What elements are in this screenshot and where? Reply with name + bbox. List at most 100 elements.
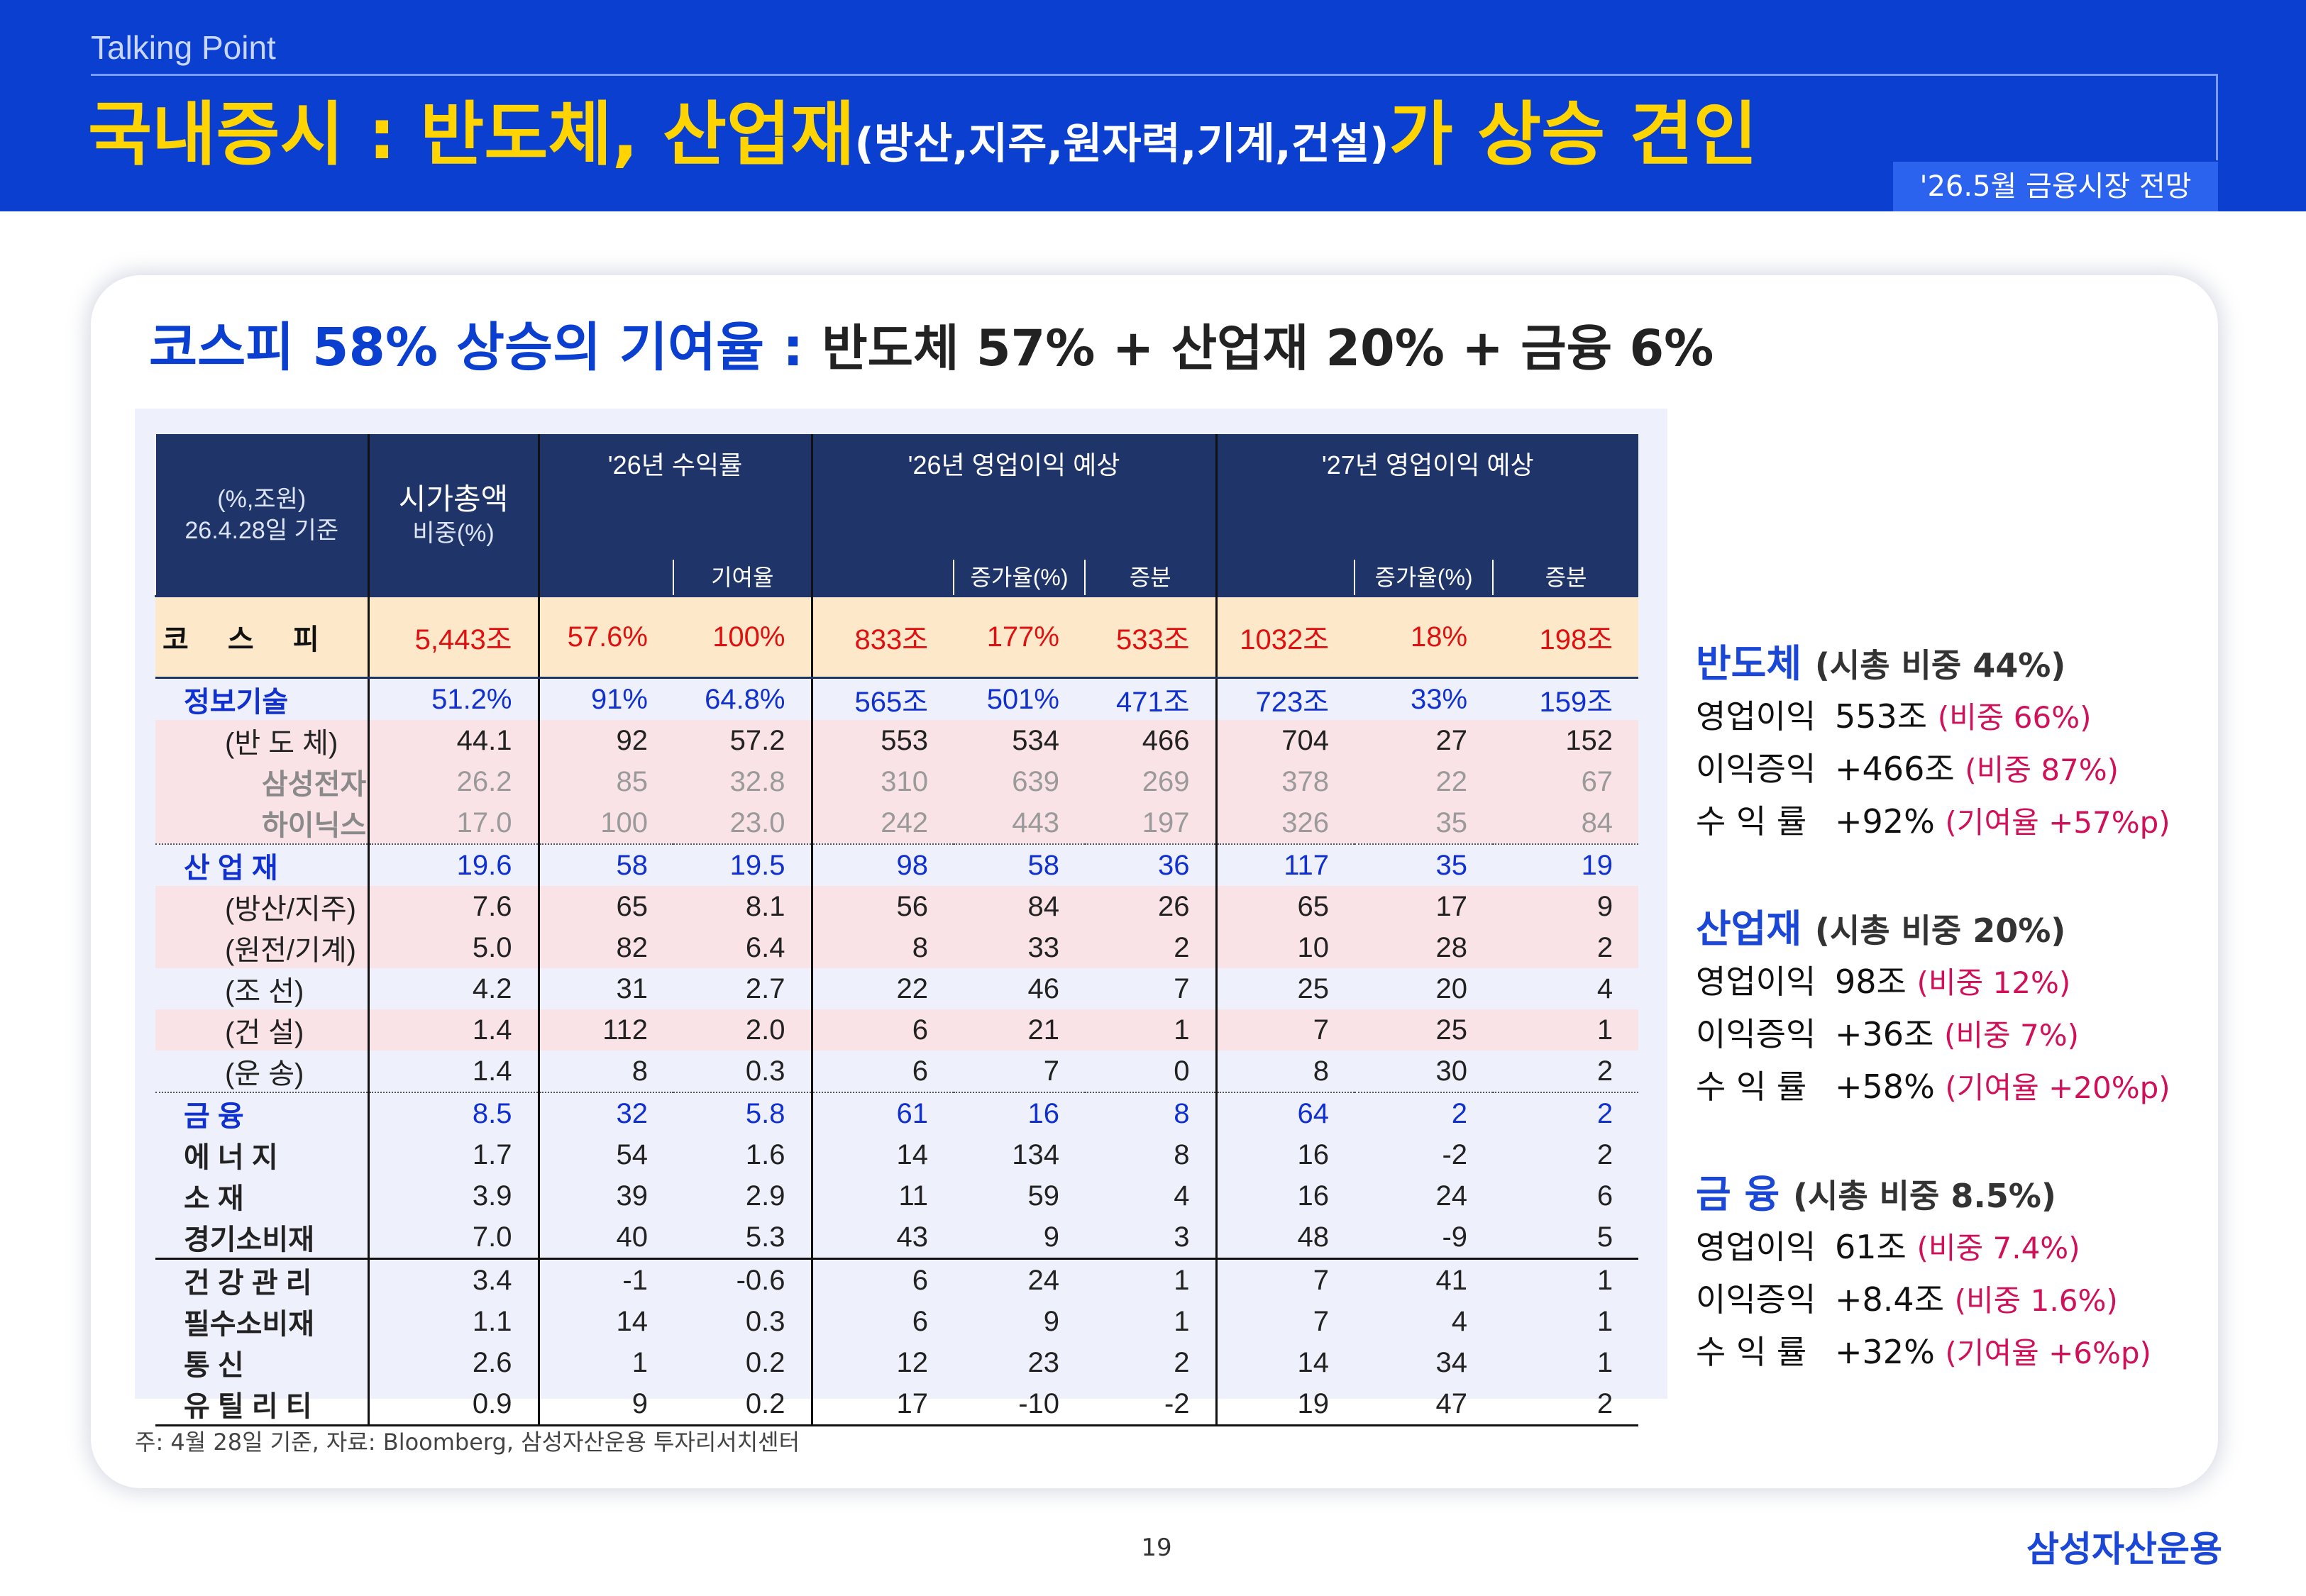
- summary-value: +32%: [1835, 1333, 1935, 1371]
- growth26-cell: 23: [1027, 1346, 1060, 1378]
- op27-cell: 65: [1216, 886, 1355, 927]
- op26-cell: 553: [812, 720, 954, 761]
- delta26-cell: 471조: [1085, 677, 1218, 720]
- delta26-cell: 1: [1085, 1258, 1218, 1301]
- delta27-cell: 2: [1596, 1055, 1613, 1087]
- summary-note: (비중 1.6%): [1954, 1283, 2118, 1318]
- contrib-cell: 0.2: [673, 1342, 813, 1383]
- contrib-cell: 6.4: [673, 927, 813, 968]
- growth26-cell: 9: [1043, 1305, 1059, 1337]
- op27-header: '27년 영업이익 예상: [1215, 434, 1639, 560]
- summary-line: 수 익 률 +92% (기여율 +57%p): [1696, 796, 2249, 848]
- mcap-cell: 44.1: [367, 720, 540, 761]
- contrib-cell: 19.5: [673, 843, 813, 886]
- summary-heading: 산업재 (시총 비중 20%): [1696, 904, 2249, 956]
- op26-cell: 17: [812, 1383, 954, 1426]
- summary-note: (비중 87%): [1965, 753, 2119, 787]
- summary-value: 98조: [1835, 963, 1907, 1001]
- summary-value: 61조: [1835, 1228, 1907, 1266]
- table-row: 하이닉스 17.0 100 23.0 242 443 197 326 35 84: [155, 802, 1639, 844]
- title-tail: 가 상승 견인: [1389, 94, 1758, 175]
- summary-title: 금 융: [1696, 1172, 1780, 1217]
- op27-cell: 64: [1216, 1092, 1355, 1134]
- summary-share: (시총 비중 8.5%): [1792, 1177, 2056, 1215]
- table-row: 건 강 관 리 3.4 -1 -0.6 6 24 1 7 41 1: [155, 1258, 1639, 1301]
- table-row: 경기소비재 7.0 40 5.3 43 9 3 48 -9 5: [155, 1217, 1638, 1259]
- contrib-cell: 5.8: [673, 1092, 813, 1134]
- mcap-cell: 4.2: [367, 968, 540, 1009]
- growth26-header: 증가율(%): [953, 560, 1085, 597]
- row-label: (방산/지주): [155, 886, 370, 927]
- row-label: 건 강 관 리: [155, 1258, 370, 1301]
- contrib-cell: -0.6: [673, 1258, 813, 1301]
- op27-cell: 704: [1216, 720, 1355, 761]
- op27-cell: 16: [1297, 1138, 1330, 1170]
- unit-header: (%,조원) 26.4.28일 기준: [155, 434, 368, 597]
- delta27-cell: 2: [1596, 1138, 1613, 1170]
- delta26-cell: 466: [1085, 720, 1218, 761]
- mcap-cell: 2.6: [367, 1342, 540, 1383]
- return-header-label: '26년 수익률: [607, 450, 743, 480]
- op27-cell: 117: [1216, 843, 1355, 886]
- delta27-cell: 1: [1596, 1305, 1613, 1337]
- op27-cell: 378: [1216, 761, 1355, 802]
- row-label: 금 융: [155, 1092, 370, 1134]
- summary-line: 영업이익 553조 (비중 66%): [1696, 691, 2249, 743]
- mcap-cell: 3.9: [367, 1175, 540, 1217]
- delta27-cell: 198조: [1493, 595, 1639, 679]
- op27-cell: 8: [1313, 1055, 1330, 1087]
- table-row: 유 틸 리 티 0.9 9 0.2 17 -10 -2 19 47 2: [155, 1383, 1639, 1426]
- op26-cell: 833조: [812, 595, 954, 679]
- return-cell: 54: [616, 1138, 649, 1170]
- mcap-cell: 7.0: [367, 1217, 540, 1259]
- delta26-cell: 8: [1085, 1092, 1218, 1134]
- summary-note: (비중 66%): [1937, 700, 2092, 735]
- row-label: (원전/기계): [155, 927, 370, 968]
- kospi-total-row: 코 스 피 5,443조 57.6% 100% 833조 177% 533조 1032조 18%…: [155, 595, 1639, 679]
- row-label: (반 도 체): [155, 720, 370, 761]
- op26-cell: 6: [912, 1055, 928, 1087]
- table-row: (건 설) 1.4 112 2.0 6 21 1 7 25 1: [155, 1009, 1639, 1051]
- return-cell: 1: [631, 1346, 648, 1378]
- row-label: 코 스 피: [155, 595, 370, 679]
- row-label: (건 설): [155, 1009, 370, 1051]
- growth27-cell: -2: [1442, 1138, 1468, 1170]
- row-label: (운 송): [155, 1051, 370, 1092]
- op26-cell: 56: [812, 886, 954, 927]
- row-label: 필수소비재: [155, 1301, 370, 1342]
- table-row: 삼성전자 26.2 85 32.8 310 639 269 378 22 67: [155, 761, 1639, 802]
- return-sub-blank: [538, 560, 673, 597]
- growth26-cell: 177%: [954, 595, 1085, 679]
- op26-cell: 242: [812, 802, 954, 844]
- delta26-cell: 0: [1085, 1051, 1218, 1092]
- contrib-cell: 0.3: [673, 1301, 813, 1342]
- delta26-cell: 2: [1085, 927, 1218, 968]
- delta27-cell: 2: [1493, 1383, 1639, 1426]
- page-title: 국내증시 : 반도체, 산업재(방산,지주,원자력,기계,건설)가 상승 견인: [88, 89, 1758, 190]
- op26-cell: 6: [912, 1305, 928, 1337]
- summary-line: 수 익 률 +58% (기여율 +20%p): [1696, 1061, 2249, 1114]
- return-cell: 91%: [590, 683, 648, 715]
- delta27-cell: 84: [1493, 802, 1639, 844]
- growth26-cell: 443: [954, 802, 1085, 844]
- table-row: 산 업 재 19.6 58 19.5 98 58 36 117 35 19: [155, 843, 1639, 886]
- growth27-cell: 35: [1355, 802, 1494, 844]
- return-cell: 112: [539, 1009, 673, 1051]
- mcap-cell: 19.6: [367, 843, 540, 886]
- growth26-cell: 534: [954, 720, 1085, 761]
- summary-title: 반도체: [1696, 641, 1802, 686]
- growth26-cell: 639: [954, 761, 1085, 802]
- section-heading-main: 코스피 58% 상승의 기여율 :: [149, 317, 804, 378]
- growth26-cell: 24: [954, 1258, 1085, 1301]
- return-cell: 9: [539, 1383, 673, 1426]
- op26-header: '26년 영업이익 예상: [810, 434, 1218, 560]
- delta26-cell: 1: [1085, 1009, 1218, 1051]
- op27-cell: 326: [1216, 802, 1355, 844]
- growth27-cell: 24: [1435, 1180, 1468, 1212]
- growth26-cell: 33: [954, 927, 1085, 968]
- summary-heading: 금 융 (시총 비중 8.5%): [1696, 1169, 2249, 1221]
- table-row: 필수소비재 1.1 14 0.3 6 9 1 7 4 1: [155, 1301, 1638, 1342]
- row-label: 통 신: [155, 1342, 370, 1383]
- summary-line: 영업이익 98조 (비중 12%): [1696, 956, 2249, 1009]
- op26-cell: 8: [812, 927, 954, 968]
